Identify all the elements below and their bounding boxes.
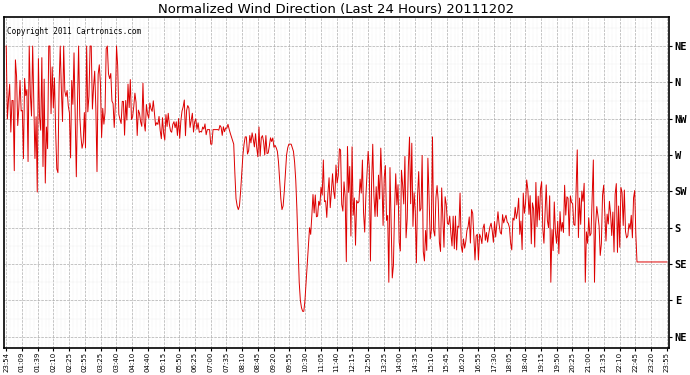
Title: Normalized Wind Direction (Last 24 Hours) 20111202: Normalized Wind Direction (Last 24 Hours… <box>159 3 515 16</box>
Text: Copyright 2011 Cartronics.com: Copyright 2011 Cartronics.com <box>8 27 141 36</box>
